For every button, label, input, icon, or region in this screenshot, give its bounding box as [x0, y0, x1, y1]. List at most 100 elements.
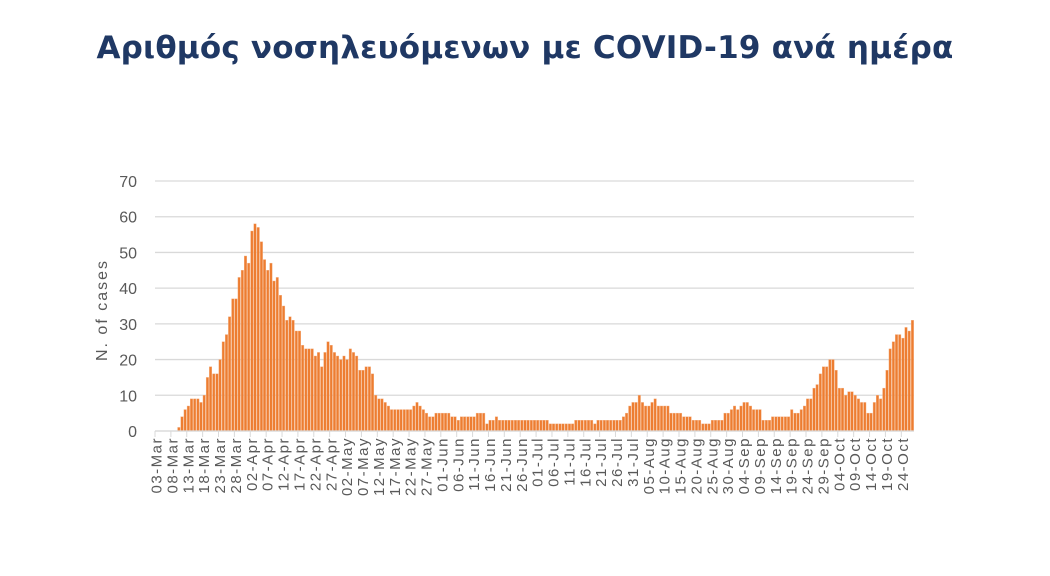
bar — [723, 412, 727, 432]
bar — [685, 416, 689, 432]
x-tick-label: 22-Apr — [307, 437, 324, 491]
bar — [488, 420, 492, 432]
bar — [348, 348, 352, 432]
bar — [514, 420, 517, 432]
bar — [761, 420, 765, 432]
bar — [317, 352, 320, 432]
bar — [412, 405, 416, 432]
x-tick-label: 23-Mar — [212, 437, 229, 494]
x-tick-label: 30-Aug — [720, 437, 737, 494]
bar — [434, 412, 438, 432]
bar — [637, 395, 641, 432]
bar — [533, 420, 536, 432]
x-tick-label: 12-May — [371, 437, 388, 496]
bar — [215, 373, 219, 432]
x-tick-label: 31-Jul — [625, 437, 642, 487]
bar — [234, 298, 238, 432]
bar — [180, 416, 184, 432]
bar — [837, 387, 841, 432]
bar — [856, 398, 860, 432]
bar — [647, 405, 651, 432]
bar — [291, 320, 295, 432]
bar — [377, 398, 381, 432]
bar — [577, 420, 581, 432]
y-tick-label: 0 — [128, 424, 137, 441]
x-tick-label: 08-Mar — [164, 437, 181, 494]
bar — [301, 345, 305, 432]
x-tick-label: 05-Aug — [641, 437, 658, 494]
x-tick-label: 27-May — [419, 437, 436, 496]
bar — [675, 412, 679, 432]
bar — [876, 395, 879, 432]
bar — [742, 402, 746, 432]
bar — [472, 416, 476, 432]
x-tick-label: 02-Apr — [244, 437, 261, 491]
x-tick-label: 27-Apr — [323, 437, 340, 491]
bar — [745, 402, 749, 432]
bar — [193, 398, 197, 432]
chart-title: Αριθμός νοσηλευόμενων με COVID-19 ανά ημ… — [96, 30, 954, 66]
bar — [666, 405, 670, 432]
bar — [634, 402, 638, 432]
bar — [825, 366, 829, 432]
bar — [844, 395, 848, 432]
bar — [199, 402, 203, 432]
bar — [517, 420, 521, 432]
bar — [650, 402, 654, 432]
bar — [380, 398, 384, 432]
bar — [307, 348, 311, 432]
x-tick-label: 21-Jul — [593, 437, 610, 487]
bar — [453, 416, 457, 432]
bar — [421, 409, 425, 432]
x-tick-label: 13-Mar — [180, 437, 197, 494]
bar — [793, 412, 797, 432]
x-tick-label: 26-Jun — [514, 437, 531, 492]
bar — [882, 387, 886, 432]
bar — [558, 423, 562, 432]
bar — [386, 405, 390, 432]
bar — [774, 416, 778, 432]
bar — [240, 270, 244, 432]
bar — [237, 277, 241, 432]
bar — [682, 416, 686, 432]
bar — [253, 223, 257, 432]
bar — [599, 420, 603, 432]
bar — [221, 341, 225, 432]
bar — [815, 384, 819, 432]
y-tick-label: 60 — [119, 210, 137, 227]
bar — [390, 409, 394, 432]
bar — [304, 348, 308, 432]
bar — [225, 334, 228, 432]
bar — [466, 416, 470, 432]
x-tick-label: 02-May — [339, 437, 356, 496]
bar — [485, 423, 489, 432]
bar — [891, 341, 895, 432]
bar — [367, 366, 371, 432]
bar — [901, 337, 905, 432]
y-tick-label: 40 — [119, 281, 137, 298]
bar — [507, 420, 511, 432]
x-tick-label: 01-Jun — [434, 437, 451, 492]
bar — [542, 420, 546, 432]
bar — [475, 412, 479, 432]
x-tick-label: 01-Jul — [530, 437, 547, 487]
bar — [460, 416, 463, 432]
bar — [869, 412, 873, 432]
bar — [787, 416, 790, 432]
bar — [323, 352, 327, 432]
bar — [707, 423, 711, 432]
bar — [710, 420, 714, 432]
bar — [663, 405, 667, 432]
bar — [482, 412, 486, 432]
bar — [866, 412, 870, 432]
bar — [205, 377, 209, 432]
x-tick-label: 14-Sep — [768, 437, 785, 494]
bar — [196, 398, 200, 432]
bar — [602, 420, 606, 432]
x-axis: 03-Mar08-Mar13-Mar18-Mar23-Mar28-Mar02-A… — [149, 430, 914, 496]
x-tick-label: 29-Sep — [815, 437, 832, 494]
bar — [580, 420, 584, 432]
bar — [895, 334, 898, 432]
bar — [326, 341, 330, 432]
bar — [669, 412, 673, 432]
